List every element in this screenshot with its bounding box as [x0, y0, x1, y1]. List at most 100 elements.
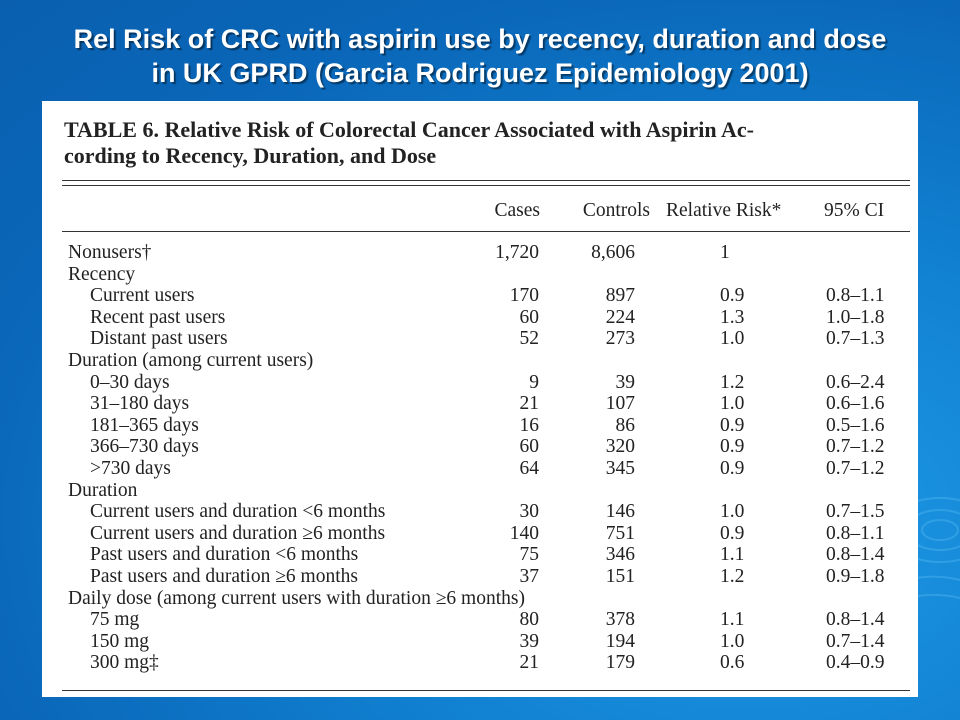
ci-cell: 0.5–1.6 — [826, 414, 885, 436]
relative-risk-cell: 1.0 — [720, 393, 745, 415]
table-row: Current users and duration ≥6 months 140 7… — [42, 523, 918, 545]
row-label: Current users and duration ≥6 months — [90, 522, 386, 544]
cases-cell: 21 — [519, 652, 540, 674]
cases-cell: 21 — [519, 393, 540, 415]
row-label: 150 mg — [90, 630, 150, 652]
row-label: Daily dose (among current users with dur… — [68, 587, 525, 609]
table-row: 300 mg‡ 21 179 0.6 0.4–0.9 — [42, 652, 918, 674]
cases-cell: 60 — [519, 306, 540, 328]
cases-cell: 64 — [519, 458, 540, 479]
column-header-controls: Controls — [582, 200, 650, 221]
ci-cell: 0.7–1.2 — [826, 458, 885, 479]
row-label: Past users and duration ≥6 months — [90, 566, 358, 587]
ci-cell: 0.9–1.8 — [826, 566, 885, 587]
table-row: 366–730 days 60 320 0.9 0.7–1.2 — [42, 436, 918, 458]
table-row: Nonusers† 1,720 8,606 1 — [42, 242, 918, 264]
row-label: 31–180 days — [90, 393, 190, 415]
table-row: 31–180 days 21 107 1.0 0.6–1.6 — [42, 393, 918, 415]
cases-cell: 9 — [529, 371, 539, 393]
controls-cell: 179 — [605, 652, 635, 674]
slide-title-line-1: Rel Risk of CRC with aspirin use by rece… — [73, 24, 887, 54]
controls-cell: 146 — [605, 501, 635, 523]
row-label: 75 mg — [90, 609, 140, 631]
controls-cell: 751 — [605, 522, 635, 544]
controls-cell: 107 — [605, 393, 635, 415]
ci-cell: 0.7–1.3 — [826, 328, 885, 350]
table-row: 0–30 days 9 39 1.2 0.6–2.4 — [42, 372, 918, 394]
controls-cell: 194 — [605, 630, 635, 652]
ci-cell: 0.7–1.5 — [826, 501, 885, 523]
cases-cell: 39 — [519, 630, 540, 652]
relative-risk-cell: 0.9 — [720, 522, 745, 544]
row-label: Nonusers† — [68, 242, 152, 263]
ci-cell: 0.7–1.2 — [826, 436, 885, 458]
relative-risk-cell: 0.9 — [720, 458, 745, 479]
table-row: Duration (among current users) — [42, 350, 918, 372]
cases-cell: 52 — [519, 328, 540, 350]
row-label: Recent past users — [90, 306, 226, 328]
column-header-relative-risk: Relative Risk* — [666, 200, 782, 221]
ci-cell: 0.7–1.4 — [826, 630, 885, 652]
row-label: Recency — [68, 263, 136, 285]
ci-cell: 0.8–1.1 — [826, 522, 885, 544]
table-row: Recent past users 60 224 1.3 1.0–1.8 — [42, 307, 918, 329]
relative-risk-cell: 1.1 — [720, 544, 745, 566]
row-label: 300 mg‡ — [90, 652, 159, 674]
ci-cell: 0.6–2.4 — [826, 371, 885, 393]
relative-risk-cell: 1.1 — [720, 609, 745, 631]
controls-cell: 378 — [605, 609, 635, 631]
relative-risk-cell: 1.2 — [720, 371, 745, 393]
table-row: Past users and duration ≥6 months 37 151 1.… — [42, 566, 918, 588]
cases-cell: 16 — [519, 414, 540, 436]
bottom-rule — [62, 690, 910, 691]
row-label: Duration (among current users) — [68, 350, 314, 371]
cases-cell: 1,720 — [495, 242, 539, 263]
top-rule — [62, 180, 910, 181]
row-label: 181–365 days — [90, 414, 199, 436]
controls-cell: 345 — [605, 458, 635, 479]
row-label: 0–30 days — [90, 371, 170, 393]
table-row: Daily dose (among current users with dur… — [42, 588, 918, 610]
table-row: 150 mg 39 194 1.0 0.7–1.4 — [42, 631, 918, 653]
column-header-cases: Cases — [494, 200, 541, 221]
table-row: 75 mg 80 378 1.1 0.8–1.4 — [42, 609, 918, 631]
cases-cell: 75 — [519, 544, 540, 566]
table-caption-line-2: cording to Recency, Duration, and Dose — [64, 143, 437, 168]
row-label: >730 days — [90, 458, 171, 479]
table-row: 181–365 days 16 86 0.9 0.5–1.6 — [42, 415, 918, 437]
controls-cell: 151 — [605, 566, 635, 587]
row-label: Current users — [90, 285, 195, 307]
table-caption-line-1: TABLE 6. Relative Risk of Colorectal Can… — [64, 117, 754, 142]
controls-cell: 346 — [605, 544, 635, 566]
controls-cell: 224 — [605, 306, 635, 328]
relative-risk-cell: 1.3 — [720, 306, 745, 328]
table-row: Duration — [42, 480, 918, 502]
relative-risk-cell: 0.9 — [720, 285, 745, 307]
row-label: Distant past users — [90, 328, 228, 350]
cases-cell: 30 — [519, 501, 540, 523]
slide-title: Rel Risk of CRC with aspirin use by rece… — [0, 22, 960, 90]
controls-cell: 897 — [605, 285, 635, 307]
cases-cell: 170 — [509, 285, 539, 307]
row-label: Duration — [68, 479, 138, 501]
cases-cell: 140 — [509, 522, 539, 544]
relative-risk-cell: 1.2 — [720, 566, 745, 587]
table-caption: TABLE 6. Relative Risk of Colorectal Can… — [64, 117, 910, 169]
table-header: Cases Controls Relative Risk* 95% CI — [42, 200, 918, 222]
ci-cell: 1.0–1.8 — [826, 306, 885, 328]
row-label: Past users and duration <6 months — [90, 544, 359, 566]
relative-risk-cell: 1.0 — [720, 501, 745, 523]
ci-cell: 0.8–1.1 — [826, 285, 885, 307]
relative-risk-cell: 1 — [720, 242, 730, 263]
controls-cell: 86 — [615, 414, 636, 436]
controls-cell: 8,606 — [591, 242, 635, 263]
row-label: Current users and duration <6 months — [90, 501, 386, 523]
top-rule-inner — [62, 185, 910, 186]
relative-risk-cell: 0.9 — [720, 436, 745, 458]
table-row: >730 days 64 345 0.9 0.7–1.2 — [42, 458, 918, 480]
cases-cell: 60 — [519, 436, 540, 458]
ci-cell: 0.8–1.4 — [826, 544, 885, 566]
cases-cell: 37 — [519, 566, 540, 587]
header-rule — [62, 231, 910, 232]
controls-cell: 273 — [605, 328, 635, 350]
